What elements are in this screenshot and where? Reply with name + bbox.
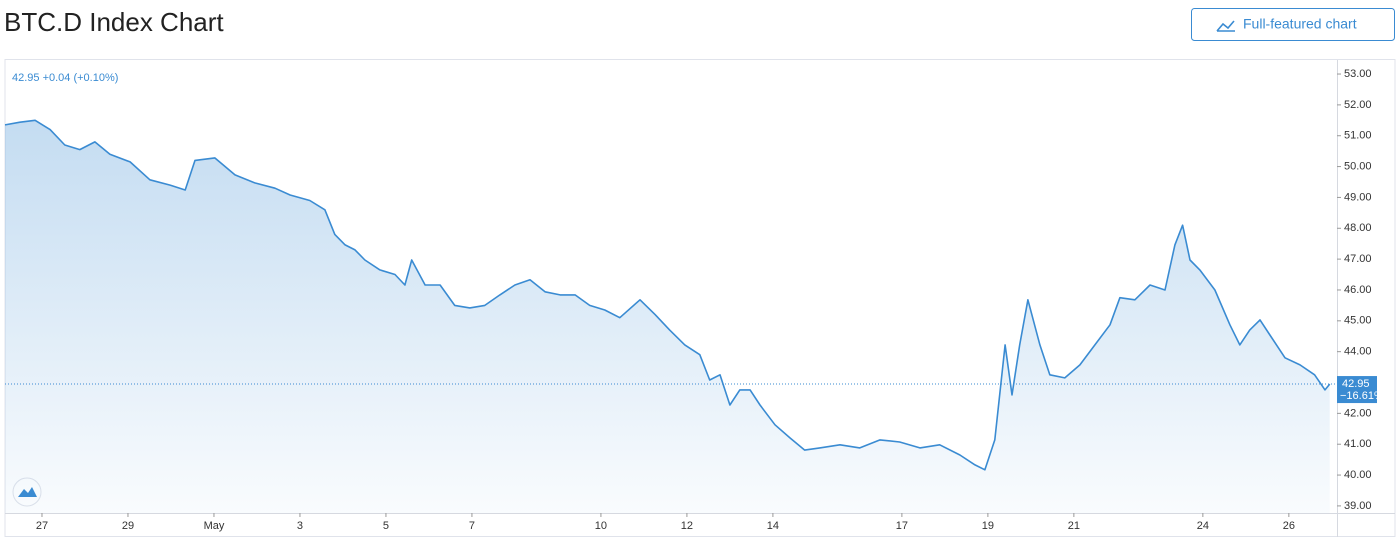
last-price-label: 42.95: [1342, 378, 1370, 390]
x-tick-label: 3: [297, 520, 303, 532]
x-tick-label: 29: [122, 520, 134, 532]
x-tick-label: 21: [1068, 520, 1080, 532]
x-tick-label: 27: [36, 520, 48, 532]
y-tick-label: 41.00: [1344, 438, 1372, 450]
x-tick-label: 17: [896, 520, 908, 532]
y-tick-label: 42.00: [1344, 407, 1372, 419]
y-tick-label: 50.00: [1344, 160, 1372, 172]
y-tick-label: 46.00: [1344, 284, 1372, 296]
last-price-tag: [1337, 376, 1377, 404]
x-tick-label: 26: [1283, 520, 1295, 532]
y-tick-label: 45.00: [1344, 315, 1372, 327]
x-tick-label: 7: [469, 520, 475, 532]
button-icon[interactable]: [1216, 20, 1235, 32]
x-tick-label: 12: [681, 520, 693, 532]
y-tick-label: 51.00: [1344, 130, 1372, 142]
y-tick-label: 49.00: [1344, 191, 1372, 203]
x-tick-label: 5: [383, 520, 389, 532]
last-change-label: −16.61%: [1340, 390, 1384, 402]
y-tick-label: 47.00: [1344, 253, 1372, 265]
chart-title: BTC.D Index Chart: [4, 7, 224, 37]
x-tick-label: 10: [595, 520, 607, 532]
y-tick-label: 53.00: [1344, 68, 1372, 80]
quote-legend: 42.95 +0.04 (+0.10%): [12, 72, 118, 84]
x-tick-label: 14: [767, 520, 779, 532]
full-chart-button[interactable]: Full-featured chart: [1191, 8, 1395, 41]
y-tick-label: 39.00: [1344, 500, 1372, 512]
x-tick-label: 19: [982, 520, 994, 532]
y-tick-label: 52.00: [1344, 99, 1372, 111]
y-tick-label: 48.00: [1344, 222, 1372, 234]
area-fill: [5, 120, 1330, 514]
x-tick-label: 24: [1197, 520, 1209, 532]
y-tick-label: 44.00: [1344, 346, 1372, 358]
price-line: [4, 119, 1331, 471]
button-label[interactable]: Full-featured chart: [1243, 16, 1357, 32]
y-tick-label: 40.00: [1344, 469, 1372, 481]
button-frame[interactable]: [1191, 8, 1395, 41]
x-tick-label: May: [204, 520, 225, 532]
